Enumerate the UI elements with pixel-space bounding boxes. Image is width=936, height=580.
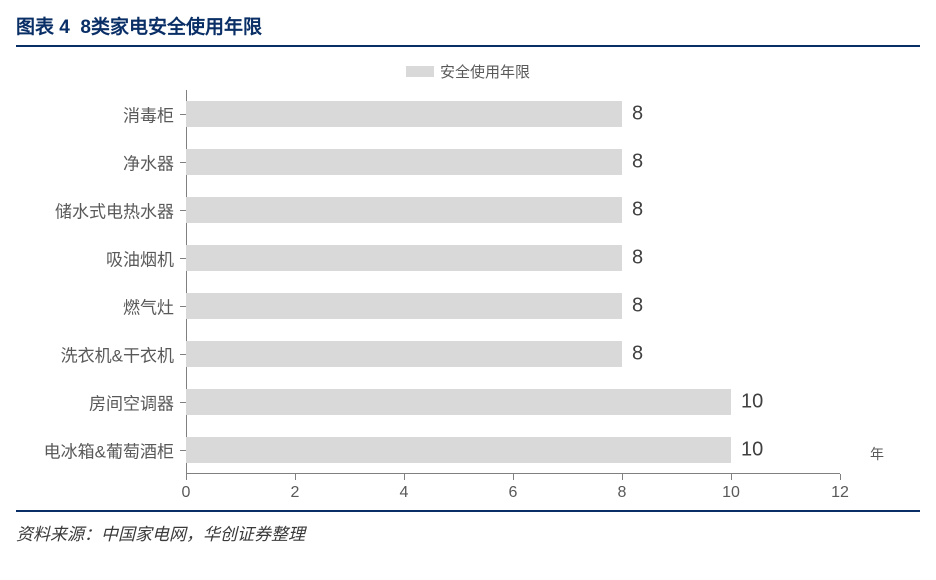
- y-tick-label: 吸油烟机: [106, 246, 174, 271]
- bar-value-label: 8: [632, 343, 643, 366]
- bar: [186, 389, 731, 415]
- x-tick: [622, 474, 623, 480]
- figure-title: 8类家电安全使用年限: [80, 17, 262, 38]
- x-tick: [186, 474, 187, 480]
- bar-value-label: 10: [741, 439, 763, 462]
- bar: [186, 341, 622, 367]
- x-axis-unit: 年: [870, 444, 884, 464]
- legend-label: 安全使用年限: [440, 64, 530, 81]
- bar: [186, 101, 622, 127]
- bar-value-label: 8: [632, 295, 643, 318]
- y-tick-label: 净水器: [123, 150, 174, 175]
- bar: [186, 197, 622, 223]
- legend-swatch: [406, 66, 434, 77]
- chart-area: 0 2 4 6 8 10 12 年 消毒柜 8 净水器 8 储水式电热水器 8 吸油烟机 8 燃气灶 8 洗衣机&干…: [36, 90, 900, 510]
- x-tick: [731, 474, 732, 480]
- x-tick-label: 6: [509, 484, 518, 502]
- bar-value-label: 8: [632, 247, 643, 270]
- legend: 安全使用年限: [16, 61, 920, 82]
- x-tick-label: 12: [831, 484, 849, 502]
- figure-frame: 图表 4 8类家电安全使用年限 安全使用年限 0 2 4 6 8 10 12 年 消毒柜 8 净水器…: [0, 0, 936, 580]
- bar-value-label: 10: [741, 391, 763, 414]
- y-tick-label: 储水式电热水器: [55, 198, 174, 223]
- y-tick-label: 洗衣机&干衣机: [61, 342, 174, 367]
- plot: 024681012年消毒柜8净水器8储水式电热水器8吸油烟机8燃气灶8洗衣机&干…: [186, 90, 840, 474]
- figure-number: 图表 4: [16, 17, 70, 38]
- bar-value-label: 8: [632, 151, 643, 174]
- bar: [186, 245, 622, 271]
- source-footer: 资料来源：中国家电网，华创证券整理: [16, 510, 920, 545]
- x-tick: [295, 474, 296, 480]
- x-tick-label: 8: [618, 484, 627, 502]
- x-tick-label: 2: [291, 484, 300, 502]
- x-tick-label: 0: [182, 484, 191, 502]
- y-tick-label: 消毒柜: [123, 102, 174, 127]
- bar-value-label: 8: [632, 199, 643, 222]
- x-tick: [840, 474, 841, 480]
- source-text: 资料来源：中国家电网，华创证券整理: [16, 525, 305, 544]
- bar: [186, 149, 622, 175]
- y-tick-label: 电冰箱&葡萄酒柜: [44, 438, 174, 463]
- y-tick-label: 燃气灶: [123, 294, 174, 319]
- bar: [186, 437, 731, 463]
- x-tick-label: 10: [722, 484, 740, 502]
- x-tick-label: 4: [400, 484, 409, 502]
- y-axis: [186, 90, 187, 474]
- figure-title-row: 图表 4 8类家电安全使用年限: [16, 10, 920, 47]
- bar: [186, 293, 622, 319]
- y-tick-label: 房间空调器: [89, 390, 174, 415]
- x-tick: [404, 474, 405, 480]
- bar-value-label: 8: [632, 103, 643, 126]
- x-tick: [513, 474, 514, 480]
